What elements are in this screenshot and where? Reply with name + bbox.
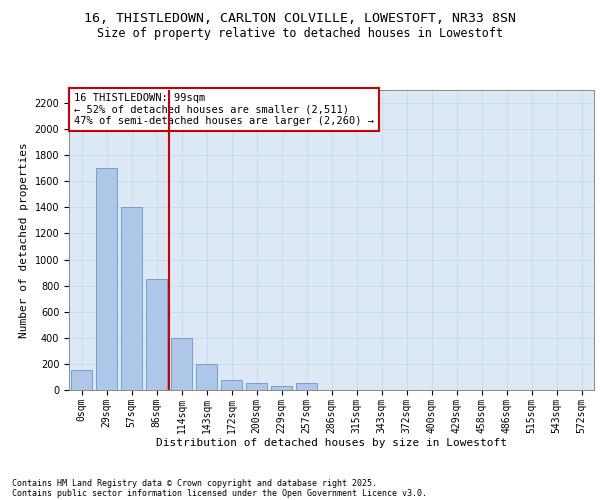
Bar xyxy=(96,168,117,390)
Y-axis label: Number of detached properties: Number of detached properties xyxy=(19,142,29,338)
Text: Size of property relative to detached houses in Lowestoft: Size of property relative to detached ho… xyxy=(97,28,503,40)
Bar xyxy=(296,384,317,390)
Bar xyxy=(71,370,92,390)
Text: 16, THISTLEDOWN, CARLTON COLVILLE, LOWESTOFT, NR33 8SN: 16, THISTLEDOWN, CARLTON COLVILLE, LOWES… xyxy=(84,12,516,26)
X-axis label: Distribution of detached houses by size in Lowestoft: Distribution of detached houses by size … xyxy=(156,438,507,448)
Bar xyxy=(146,279,167,390)
Bar xyxy=(246,384,267,390)
Bar xyxy=(171,338,192,390)
Text: 16 THISTLEDOWN: 99sqm
← 52% of detached houses are smaller (2,511)
47% of semi-d: 16 THISTLEDOWN: 99sqm ← 52% of detached … xyxy=(74,93,374,126)
Bar xyxy=(196,364,217,390)
Bar xyxy=(121,208,142,390)
Bar xyxy=(221,380,242,390)
Text: Contains public sector information licensed under the Open Government Licence v3: Contains public sector information licen… xyxy=(12,488,427,498)
Bar xyxy=(271,386,292,390)
Text: Contains HM Land Registry data © Crown copyright and database right 2025.: Contains HM Land Registry data © Crown c… xyxy=(12,478,377,488)
